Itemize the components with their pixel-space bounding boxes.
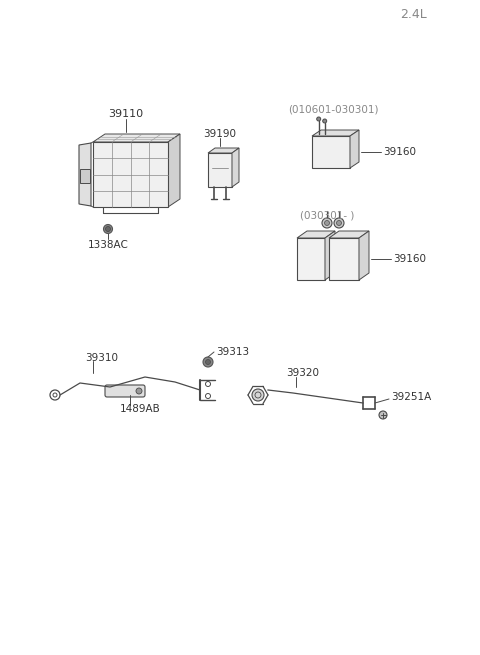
- Polygon shape: [312, 130, 359, 136]
- Polygon shape: [350, 130, 359, 168]
- Circle shape: [317, 117, 321, 121]
- Bar: [80, 169, 90, 183]
- Text: 39160: 39160: [393, 254, 426, 264]
- Text: 39110: 39110: [108, 109, 143, 119]
- Circle shape: [336, 221, 341, 225]
- Polygon shape: [208, 153, 232, 187]
- Polygon shape: [93, 142, 168, 207]
- Circle shape: [104, 225, 112, 233]
- Text: 39190: 39190: [204, 129, 237, 139]
- Polygon shape: [79, 143, 91, 206]
- Polygon shape: [232, 148, 239, 187]
- Circle shape: [334, 218, 344, 228]
- Polygon shape: [297, 231, 335, 238]
- Polygon shape: [93, 134, 180, 142]
- Text: 1489AB: 1489AB: [120, 404, 161, 414]
- Polygon shape: [297, 238, 325, 280]
- Circle shape: [203, 357, 213, 367]
- Text: 39310: 39310: [85, 353, 118, 363]
- Polygon shape: [325, 231, 335, 280]
- FancyBboxPatch shape: [105, 385, 145, 397]
- Circle shape: [205, 360, 211, 364]
- Circle shape: [324, 221, 329, 225]
- Polygon shape: [329, 231, 369, 238]
- Text: 39313: 39313: [216, 347, 249, 357]
- Circle shape: [323, 119, 327, 123]
- Circle shape: [136, 388, 142, 394]
- Polygon shape: [329, 238, 359, 280]
- Text: (010601-030301): (010601-030301): [288, 105, 379, 115]
- Text: 1338AC: 1338AC: [87, 240, 129, 250]
- Text: 39251A: 39251A: [391, 392, 431, 402]
- Polygon shape: [312, 136, 350, 168]
- Text: (030301- ): (030301- ): [300, 210, 354, 220]
- Polygon shape: [359, 231, 369, 280]
- Circle shape: [379, 411, 387, 419]
- Polygon shape: [208, 148, 239, 153]
- Circle shape: [106, 227, 110, 231]
- Polygon shape: [168, 134, 180, 207]
- Circle shape: [252, 389, 264, 401]
- Text: 2.4L: 2.4L: [400, 9, 427, 22]
- Text: 39160: 39160: [383, 147, 416, 157]
- Text: 39320: 39320: [286, 368, 319, 378]
- Circle shape: [322, 218, 332, 228]
